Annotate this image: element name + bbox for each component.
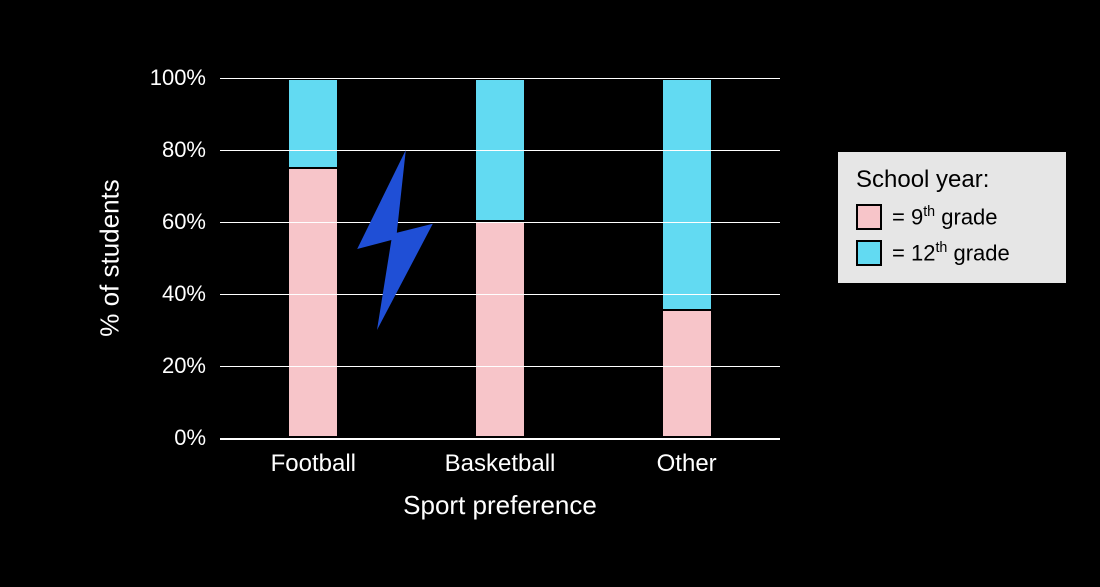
legend-item: = 12th grade (856, 240, 1048, 266)
y-tick-label: 40% (162, 281, 220, 307)
bar-segment (289, 80, 337, 169)
bar-segment (476, 222, 524, 436)
y-tick-label: 0% (174, 425, 220, 451)
legend: School year: = 9th grade = 12th grade (836, 150, 1068, 285)
bar (661, 78, 713, 438)
y-tick-label: 100% (150, 65, 220, 91)
y-axis-label: % of students (95, 179, 126, 337)
gridline (220, 366, 780, 367)
bar-segment (476, 80, 524, 222)
x-tick-label: Other (657, 438, 717, 478)
gridline (220, 150, 780, 151)
bars-layer (220, 78, 780, 438)
gridline (220, 222, 780, 223)
bar-segment (663, 311, 711, 436)
chart-plot-area: % of students Sport preference 0%20%40%6… (220, 78, 780, 438)
x-tick-label: Basketball (445, 438, 556, 478)
y-tick-label: 80% (162, 137, 220, 163)
gridline (220, 294, 780, 295)
gridline (220, 78, 780, 79)
bar (474, 78, 526, 438)
legend-label: = 9th grade (892, 204, 998, 230)
x-tick-label: Football (271, 438, 356, 478)
chart-stage: % of students Sport preference 0%20%40%6… (0, 0, 1100, 587)
legend-swatch (856, 240, 882, 266)
legend-title: School year: (856, 166, 1048, 194)
y-tick-label: 20% (162, 353, 220, 379)
legend-item: = 9th grade (856, 204, 1048, 230)
bar (287, 78, 339, 438)
bar-segment (663, 80, 711, 311)
legend-label: = 12th grade (892, 240, 1010, 266)
y-tick-label: 60% (162, 209, 220, 235)
bar-segment (289, 169, 337, 436)
legend-swatch (856, 204, 882, 230)
